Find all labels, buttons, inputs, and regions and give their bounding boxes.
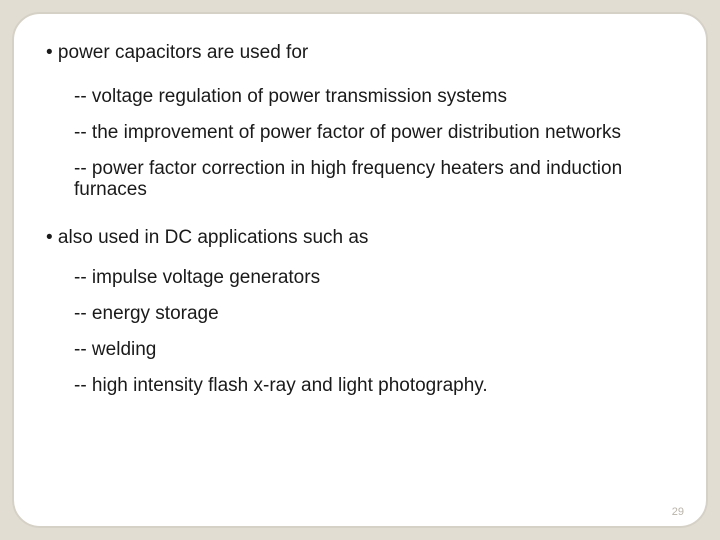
bullet-main-1: • power capacitors are used for — [46, 42, 674, 64]
bullet-sub-2b: -- energy storage — [74, 303, 674, 325]
bullet-sub-2a: -- impulse voltage generators — [74, 267, 674, 289]
bullet-sub-2d: -- high intensity flash x-ray and light … — [74, 375, 674, 397]
bullet-main-2: • also used in DC applications such as — [46, 227, 674, 249]
bullet-sub-1b: -- the improvement of power factor of po… — [74, 122, 674, 144]
bullet-sub-1c: -- power factor correction in high frequ… — [74, 158, 674, 202]
slide-content: • power capacitors are used for -- volta… — [46, 42, 674, 396]
slide-card: • power capacitors are used for -- volta… — [12, 12, 708, 528]
slide-stage: • power capacitors are used for -- volta… — [0, 0, 720, 540]
bullet-main-1-text: • power capacitors are used for — [46, 42, 308, 63]
bullet-sub-1a: -- voltage regulation of power transmiss… — [74, 86, 674, 108]
bullet-sub-2c: -- welding — [74, 339, 674, 361]
page-number: 29 — [672, 506, 684, 518]
